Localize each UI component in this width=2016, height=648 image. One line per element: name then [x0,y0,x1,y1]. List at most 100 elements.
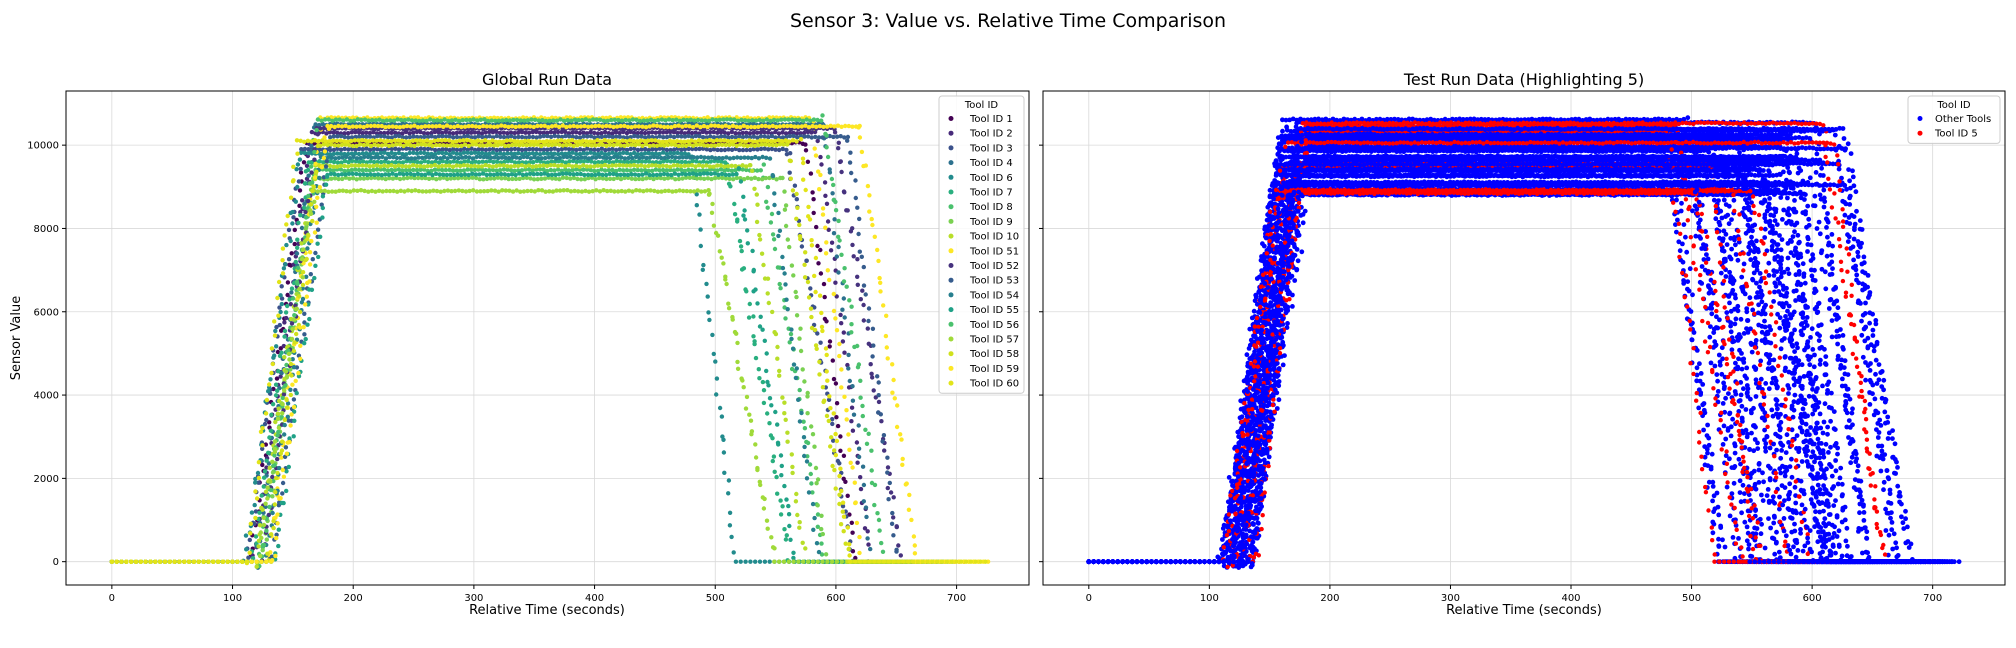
scatter-point [837,353,842,359]
scatter-point [206,559,211,564]
scatter-point [291,215,296,220]
scatter-point [866,431,871,436]
scatter-point [320,138,325,143]
scatter-point [281,474,287,479]
scatter-point [507,188,512,193]
scatter-point [776,210,781,216]
scatter-point [786,512,792,517]
scatter-point [275,416,281,421]
scatter-point [309,238,314,244]
scatter-point [738,179,744,184]
scatter-point [264,458,269,463]
scatter-point [856,454,862,460]
scatter-point [827,394,832,399]
scatter-point [797,419,803,424]
scatter-point [753,355,759,361]
scatter-point [797,387,802,393]
scatter-point [345,131,351,136]
scatter-point [890,362,895,367]
scatter-point [827,170,833,175]
scatter-point [847,553,852,558]
scatter-point [267,465,272,471]
scatter-point [855,460,860,465]
scatter-point [664,130,669,135]
scatter-point [297,294,302,299]
scatter-point [508,151,514,156]
scatter-point [393,151,398,156]
scatter-point [846,432,851,437]
scatter-point [298,166,303,172]
scatter-point [692,118,697,123]
scatter-point [859,254,864,259]
scatter-point [778,512,784,517]
scatter-point [534,151,539,156]
scatter-point [367,130,372,136]
scatter-point [364,146,369,151]
scatter-point [167,559,172,564]
scatter-point [782,207,788,212]
scatter-point [767,559,772,564]
legend-marker [948,233,954,239]
scatter-point [733,559,739,564]
scatter-point [389,150,394,156]
scatter-point [879,540,884,546]
scatter-point [856,423,861,428]
x-tick-label: 600 [826,593,845,604]
legend-entry: Tool ID 59 [969,364,1019,375]
scatter-point [867,209,872,214]
scatter-point [748,418,754,423]
scatter-point [872,502,877,508]
scatter-point [805,394,810,399]
scatter-point [776,442,781,447]
scatter-point [925,559,930,564]
scatter-point [289,290,294,295]
scatter-point [790,188,796,193]
scatter-point [479,131,485,136]
scatter-point [891,495,896,500]
scatter-point [288,195,294,200]
scatter-point [570,164,575,169]
scatter-point [300,247,306,253]
scatter-point [885,356,890,361]
scatter-point [711,129,716,135]
scatter-point [861,482,867,488]
scatter-point [854,520,860,526]
scatter-point [512,146,518,152]
scatter-point [582,123,587,129]
scatter-point [805,440,811,446]
scatter-point [353,147,358,152]
scatter-point [761,262,766,268]
scatter-point [382,150,387,155]
scatter-point [772,546,777,551]
scatter-point [838,312,843,318]
scatter-point [761,162,766,167]
scatter-point [305,322,310,327]
scatter-point [838,466,843,471]
scatter-point [230,559,235,564]
scatter-point [316,254,321,260]
scatter-point [861,499,866,504]
scatter-point [846,546,851,552]
scatter-point [253,489,258,494]
scatter-point [469,146,474,151]
scatter-point [593,177,598,182]
scatter-point [577,130,582,136]
scatter-point [878,280,883,285]
scatter-point [875,511,880,516]
scatter-point [494,129,499,135]
scatter-point [476,160,482,165]
scatter-point [264,397,270,403]
scatter-point [256,460,262,465]
legend-marker [948,174,954,180]
scatter-point [262,475,267,480]
scatter-point [792,183,798,188]
scatter-point [810,432,816,437]
scatter-point [892,396,897,401]
scatter-point [745,241,750,246]
scatter-point [843,479,848,484]
scatter-point [375,147,380,152]
scatter-point [824,413,830,419]
scatter-point [775,344,780,350]
scatter-point [840,504,846,509]
scatter-point [698,227,703,232]
